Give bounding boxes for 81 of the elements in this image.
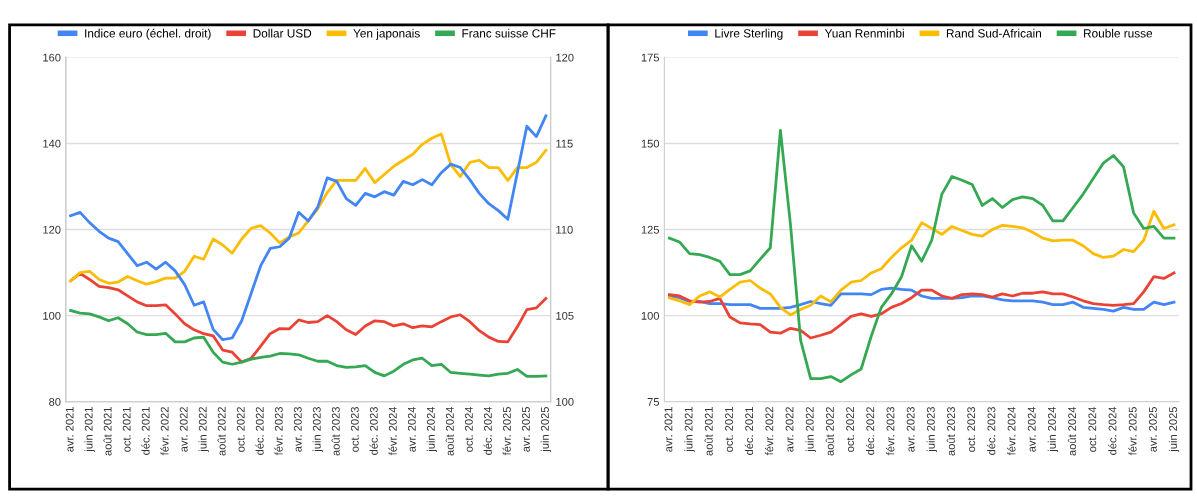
x-tick-label: avr. 2023 <box>906 407 915 452</box>
x-tick-label: déc. 2021 <box>744 407 754 455</box>
x-tick-label: avr. 2024 <box>407 406 416 452</box>
x-tick-label: oct. 2024 <box>464 406 473 452</box>
x-tick-label: févr. 2023 <box>274 407 283 456</box>
x-tick-label: juin 2024 <box>1047 406 1059 452</box>
x-tick-label: avr. 2022 <box>785 407 794 452</box>
x-tick-label: oct. 2022 <box>846 407 855 452</box>
y-tick-label: 175 <box>641 53 660 62</box>
x-tick-label: févr. 2024 <box>388 406 397 456</box>
legend-label: Yuan Renminbi <box>824 28 904 38</box>
x-tick-label: déc. 2024 <box>483 406 492 455</box>
x-tick-label: juin 2021 <box>84 407 95 452</box>
x-tick-label: août 2022 <box>217 407 226 456</box>
y2-tick-label: 110 <box>556 225 573 234</box>
x-tick-label: août 2024 <box>445 406 454 456</box>
line-series <box>667 128 1176 384</box>
x-tick-label: déc. 2021 <box>141 407 150 455</box>
line-series <box>69 114 548 342</box>
x-tick-label: avr. 2025 <box>1148 407 1157 452</box>
x-tick-label: juin 2022 <box>198 407 209 452</box>
y-tick-label: 75 <box>647 398 660 406</box>
x-tick-label: août 2024 <box>1067 406 1077 456</box>
x-tick-label: oct. 2022 <box>236 407 245 452</box>
x-tick-label: juin 2024 <box>426 406 437 452</box>
line-series <box>667 209 1176 317</box>
x-tick-label: févr. 2025 <box>1128 407 1137 456</box>
x-tick-label: févr. 2022 <box>765 407 774 456</box>
x-tick-label: juin 2023 <box>926 407 937 452</box>
x-tick-label: déc. 2024 <box>1108 406 1117 455</box>
y2-tick-label: 115 <box>556 139 573 148</box>
y-tick-label: 80 <box>49 397 61 406</box>
x-tick-label: août 2022 <box>825 407 834 456</box>
y2-tick-label: 120 <box>556 53 574 62</box>
x-tick-label: févr. 2024 <box>1007 406 1016 456</box>
x-tick-label: août 2023 <box>946 407 955 456</box>
y-tick-label: 120 <box>43 225 61 234</box>
x-tick-label: avr. 2024 <box>1027 406 1036 452</box>
line-series <box>69 309 548 378</box>
legend-label: Livre Sterling <box>715 28 783 40</box>
line-series <box>69 132 548 286</box>
x-tick-label: oct. 2021 <box>725 407 733 452</box>
x-tick-label: févr. 2025 <box>502 407 511 456</box>
x-tick-label: oct. 2024 <box>1088 406 1097 452</box>
legend-label: Yen japonais <box>353 28 420 40</box>
x-tick-label: juin 2023 <box>312 407 323 452</box>
x-tick-label: avr. 2023 <box>293 407 302 452</box>
x-tick-label: oct. 2023 <box>967 407 976 452</box>
x-tick-label: déc. 2022 <box>865 407 875 455</box>
x-tick-label: août 2021 <box>103 407 112 456</box>
y-tick-label: 140 <box>43 139 61 148</box>
y-tick-label: 160 <box>43 53 61 62</box>
x-tick-label: juin 2021 <box>684 407 695 452</box>
x-tick-label: août 2021 <box>704 407 713 456</box>
y2-tick-label: 100 <box>556 397 574 406</box>
x-tick-label: juin 2022 <box>805 407 816 452</box>
x-tick-label: déc. 2022 <box>255 407 264 455</box>
x-tick-label: avr. 2022 <box>179 407 188 452</box>
y-tick-label: 100 <box>43 311 61 320</box>
x-tick-label: avr. 2021 <box>65 407 74 452</box>
x-tick-label: déc. 2023 <box>369 407 378 455</box>
x-tick-label: oct. 2023 <box>350 407 359 452</box>
x-tick-label: févr. 2022 <box>160 407 169 456</box>
line-series <box>667 271 1176 340</box>
x-tick-label: déc. 2023 <box>987 407 996 455</box>
y-tick-label: 150 <box>641 139 660 148</box>
y-tick-label: 125 <box>641 225 660 234</box>
x-tick-label: juin 2025 <box>540 407 552 452</box>
x-tick-label: avr. 2021 <box>664 407 673 452</box>
y2-tick-label: 105 <box>556 311 574 320</box>
x-tick-label: avr. 2025 <box>521 407 530 452</box>
y-tick-label: 100 <box>641 311 660 320</box>
legend-label: Rouble russe <box>1084 28 1153 38</box>
x-tick-label: juin 2025 <box>1168 407 1180 452</box>
x-tick-label: août 2023 <box>331 407 340 456</box>
legend-label: Indice euro (échel. droit) <box>85 28 211 40</box>
legend-label: Franc suisse CHF <box>462 28 556 38</box>
legend-label: Rand Sud-Africain <box>946 28 1041 38</box>
legend-label: Dollar USD <box>253 28 312 38</box>
x-tick-label: févr. 2023 <box>886 407 895 456</box>
x-tick-label: oct. 2021 <box>122 407 131 452</box>
